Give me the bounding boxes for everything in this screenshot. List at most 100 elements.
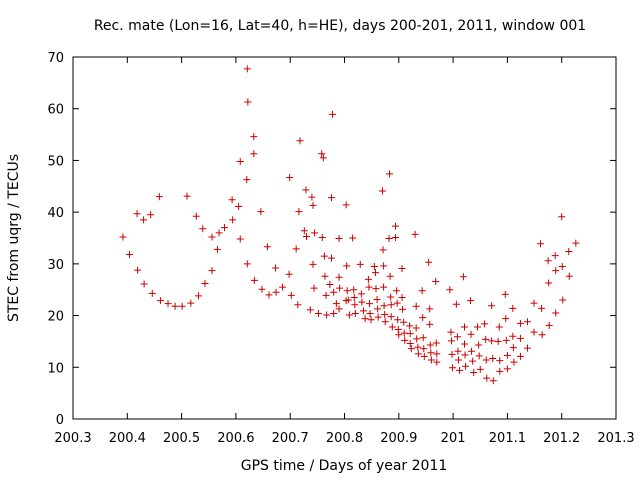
data-point — [327, 194, 335, 202]
data-point — [215, 229, 223, 237]
data-point — [433, 350, 441, 358]
data-point — [427, 356, 435, 364]
data-point — [406, 322, 414, 330]
data-point — [392, 222, 400, 230]
data-point — [411, 230, 419, 238]
data-point — [302, 186, 310, 194]
data-point — [413, 335, 421, 343]
data-point — [327, 254, 335, 262]
data-point — [401, 336, 409, 344]
data-point — [370, 262, 378, 270]
x-tick-label: 201 — [441, 431, 466, 446]
data-point — [385, 235, 393, 243]
data-point — [455, 356, 463, 364]
data-point — [125, 251, 133, 259]
data-point — [322, 291, 330, 299]
data-point — [171, 302, 179, 310]
data-point — [319, 154, 327, 162]
data-points-group — [119, 65, 580, 385]
x-tick-label: 201.3 — [597, 431, 634, 446]
data-point — [329, 110, 337, 118]
data-point — [199, 225, 207, 233]
data-point — [220, 224, 228, 232]
data-point — [178, 302, 186, 310]
data-point — [565, 247, 573, 255]
data-point — [192, 212, 200, 220]
data-point — [523, 344, 531, 352]
data-point — [503, 365, 511, 373]
data-point — [489, 354, 497, 362]
data-point — [446, 286, 454, 294]
data-point — [552, 309, 560, 317]
y-tick-label: 30 — [47, 258, 64, 273]
data-point — [426, 305, 434, 313]
data-point — [516, 319, 524, 327]
data-point — [148, 289, 156, 297]
data-point — [351, 301, 359, 309]
y-tick-label: 10 — [47, 361, 64, 376]
data-point — [235, 202, 243, 210]
data-point — [559, 296, 567, 304]
data-point — [263, 243, 271, 251]
x-tick-label: 200.6 — [217, 431, 254, 446]
data-point — [467, 330, 475, 338]
data-point — [361, 315, 369, 323]
data-point — [394, 316, 402, 324]
data-point — [365, 283, 373, 291]
data-point — [387, 293, 395, 301]
data-point — [456, 366, 464, 374]
data-point — [318, 233, 326, 241]
data-point — [371, 269, 379, 277]
data-point — [530, 328, 538, 336]
data-point — [302, 232, 310, 240]
data-point — [228, 196, 236, 204]
data-point — [386, 170, 394, 178]
data-point — [414, 343, 422, 351]
data-point — [257, 208, 265, 216]
x-axis-title: GPS time / Days of year 2011 — [241, 458, 448, 474]
x-tick-label: 200.9 — [380, 431, 417, 446]
data-point — [481, 320, 489, 328]
data-point — [502, 336, 510, 344]
data-point — [495, 323, 503, 331]
data-point — [213, 245, 221, 253]
data-point — [351, 310, 359, 318]
data-point — [183, 192, 191, 200]
x-tick-label: 200.8 — [326, 431, 363, 446]
data-point — [461, 351, 469, 359]
x-tick-label: 201.2 — [543, 431, 580, 446]
data-point — [476, 365, 484, 373]
x-tick-label: 200.7 — [272, 431, 309, 446]
y-tick-label: 40 — [47, 206, 64, 221]
data-point — [350, 286, 358, 294]
y-tick-label: 50 — [47, 154, 64, 169]
data-point — [321, 272, 329, 280]
data-point — [134, 266, 142, 274]
data-point — [538, 304, 546, 312]
data-point — [538, 331, 546, 339]
data-point — [336, 284, 344, 292]
data-point — [433, 358, 441, 366]
data-point — [516, 334, 524, 342]
data-point — [537, 240, 545, 248]
data-point — [140, 216, 148, 224]
data-point — [461, 323, 469, 331]
data-point — [449, 364, 457, 372]
data-point — [489, 377, 497, 385]
data-point — [330, 310, 338, 318]
data-point — [420, 345, 428, 353]
data-point — [147, 211, 155, 219]
data-point — [426, 341, 434, 349]
data-point — [164, 300, 172, 308]
data-point — [432, 339, 440, 347]
data-point — [475, 352, 483, 360]
data-point — [360, 307, 368, 315]
data-point — [400, 318, 408, 326]
chart-title: Rec. mate (Lon=16, Lat=40, h=HE), days 2… — [94, 18, 586, 34]
data-point — [386, 272, 394, 280]
data-point — [380, 262, 388, 270]
data-point — [393, 287, 401, 295]
y-tick-label: 0 — [56, 413, 64, 428]
data-point — [243, 260, 251, 268]
